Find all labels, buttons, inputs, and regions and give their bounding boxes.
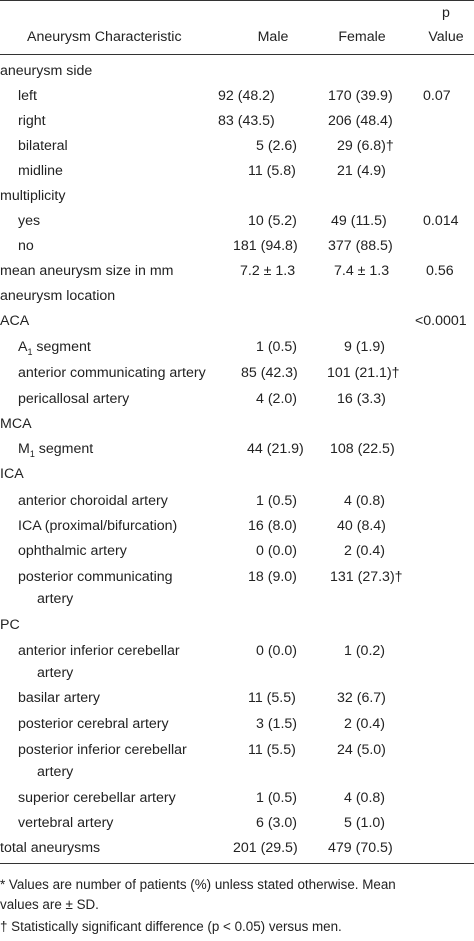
row-label: yes [18, 213, 41, 229]
row-label: posterior cerebral artery [18, 716, 169, 732]
row-label: anterior choroidal artery [18, 493, 168, 509]
female-value: 4 (0.8) [344, 790, 386, 806]
row-label: midline [18, 163, 63, 179]
female-value: 24 (5.0) [337, 742, 386, 758]
group-label: ACA [0, 313, 30, 329]
group-label: aneurysm side [0, 63, 93, 79]
footnote-dagger: † Statistically significant difference (… [0, 919, 342, 934]
row-label: pericallosal artery [18, 391, 130, 407]
female-value: 4 (0.8) [344, 493, 386, 509]
row-label: posterior communicating [18, 569, 173, 585]
female-value: 7.4 ± 1.3 [334, 263, 390, 279]
row-label: basilar artery [18, 690, 101, 706]
row-label: A1 segment [18, 339, 91, 361]
male-value: 11 (5.5) [248, 742, 296, 758]
female-value: 40 (8.4) [337, 518, 386, 534]
female-value: 377 (88.5) [328, 238, 393, 254]
row-label-subscript: 1 [29, 448, 35, 459]
footnote-star-line2: values are ± SD. [0, 897, 99, 912]
male-value: 7.2 ± 1.3 [240, 263, 296, 279]
male-value: 5 (2.6) [256, 138, 298, 154]
row-label: anterior inferior cerebellar [18, 643, 180, 659]
row-label: posterior inferior cerebellar [18, 742, 187, 758]
male-value: 0 (0.0) [256, 643, 298, 659]
header-characteristic: Aneurysm Characteristic [27, 29, 182, 45]
group-label: PC [0, 617, 20, 633]
male-value: 18 (9.0) [248, 569, 297, 585]
row-label: anterior communicating artery [18, 365, 206, 381]
group-label: MCA [0, 416, 32, 432]
row-label: right [18, 113, 46, 129]
row-label-text: M [18, 441, 30, 457]
row-label: vertebral artery [18, 815, 114, 831]
header-rule [0, 54, 474, 55]
row-label: ophthalmic artery [18, 543, 127, 559]
female-value: 108 (22.5) [330, 441, 395, 457]
p-value: 0.56 [426, 263, 454, 279]
row-label: mean aneurysm size in mm [0, 263, 174, 279]
top-rule [0, 0, 474, 1]
female-value: 21 (4.9) [337, 163, 386, 179]
p-value: 0.07 [423, 88, 451, 104]
row-label: bilateral [18, 138, 68, 154]
female-value: 170 (39.9) [328, 88, 393, 104]
row-label-text: A [18, 339, 28, 355]
male-value: 11 (5.5) [248, 690, 296, 706]
male-value: 6 (3.0) [256, 815, 298, 831]
female-value: 5 (1.0) [344, 815, 386, 831]
header-value: Value [428, 29, 464, 45]
male-value: 92 (48.2) [218, 88, 275, 104]
male-value: 201 (29.5) [233, 840, 298, 856]
row-label: superior cerebellar artery [18, 790, 176, 806]
group-label: aneurysm location [0, 288, 116, 304]
header-female: Female [338, 29, 386, 45]
female-value: 131 (27.3)† [330, 569, 403, 585]
header-male: Male [257, 29, 289, 45]
male-value: 44 (21.9) [247, 441, 304, 457]
male-value: 10 (5.2) [248, 213, 297, 229]
row-label-continued: artery [37, 591, 74, 607]
male-value: 3 (1.5) [256, 716, 298, 732]
male-value: 11 (5.8) [248, 163, 296, 179]
female-value: 49 (11.5) [331, 213, 387, 229]
group-label: ICA [0, 466, 24, 482]
row-label-subscript: 1 [27, 346, 33, 357]
p-value: 0.014 [423, 213, 459, 229]
female-value: 29 (6.8)† [337, 138, 394, 154]
male-value: 0 (0.0) [256, 543, 298, 559]
male-value: 1 (0.5) [256, 339, 298, 355]
female-value: 16 (3.3) [337, 391, 386, 407]
female-value: 479 (70.5) [328, 840, 393, 856]
row-label: left [18, 88, 37, 104]
male-value: 16 (8.0) [248, 518, 297, 534]
row-label: M1 segment [18, 441, 93, 463]
row-label: ICA (proximal/bifurcation) [18, 518, 178, 534]
row-label-rest: segment [34, 441, 94, 457]
header-p: p [442, 5, 450, 21]
female-value: 101 (21.1)† [327, 365, 400, 381]
row-label: no [18, 238, 34, 254]
male-value: 85 (42.3) [241, 365, 298, 381]
male-value: 4 (2.0) [256, 391, 298, 407]
bottom-rule [0, 863, 474, 864]
female-value: 2 (0.4) [344, 543, 386, 559]
male-value: 1 (0.5) [256, 790, 298, 806]
row-label: total aneurysms [0, 840, 101, 856]
female-value: 206 (48.4) [328, 113, 393, 129]
male-value: 1 (0.5) [256, 493, 298, 509]
row-label-continued: artery [37, 665, 74, 681]
female-value: 9 (1.9) [344, 339, 386, 355]
group-label: multiplicity [0, 188, 66, 204]
male-value: 83 (43.5) [218, 113, 275, 129]
row-label-continued: artery [37, 764, 74, 780]
female-value: 1 (0.2) [344, 643, 386, 659]
footnote-star-line1: * Values are number of patients (%) unle… [0, 877, 396, 892]
p-value: <0.0001 [415, 313, 467, 329]
row-label-rest: segment [32, 339, 91, 355]
male-value: 181 (94.8) [233, 238, 298, 254]
female-value: 2 (0.4) [344, 716, 386, 732]
female-value: 32 (6.7) [337, 690, 386, 706]
